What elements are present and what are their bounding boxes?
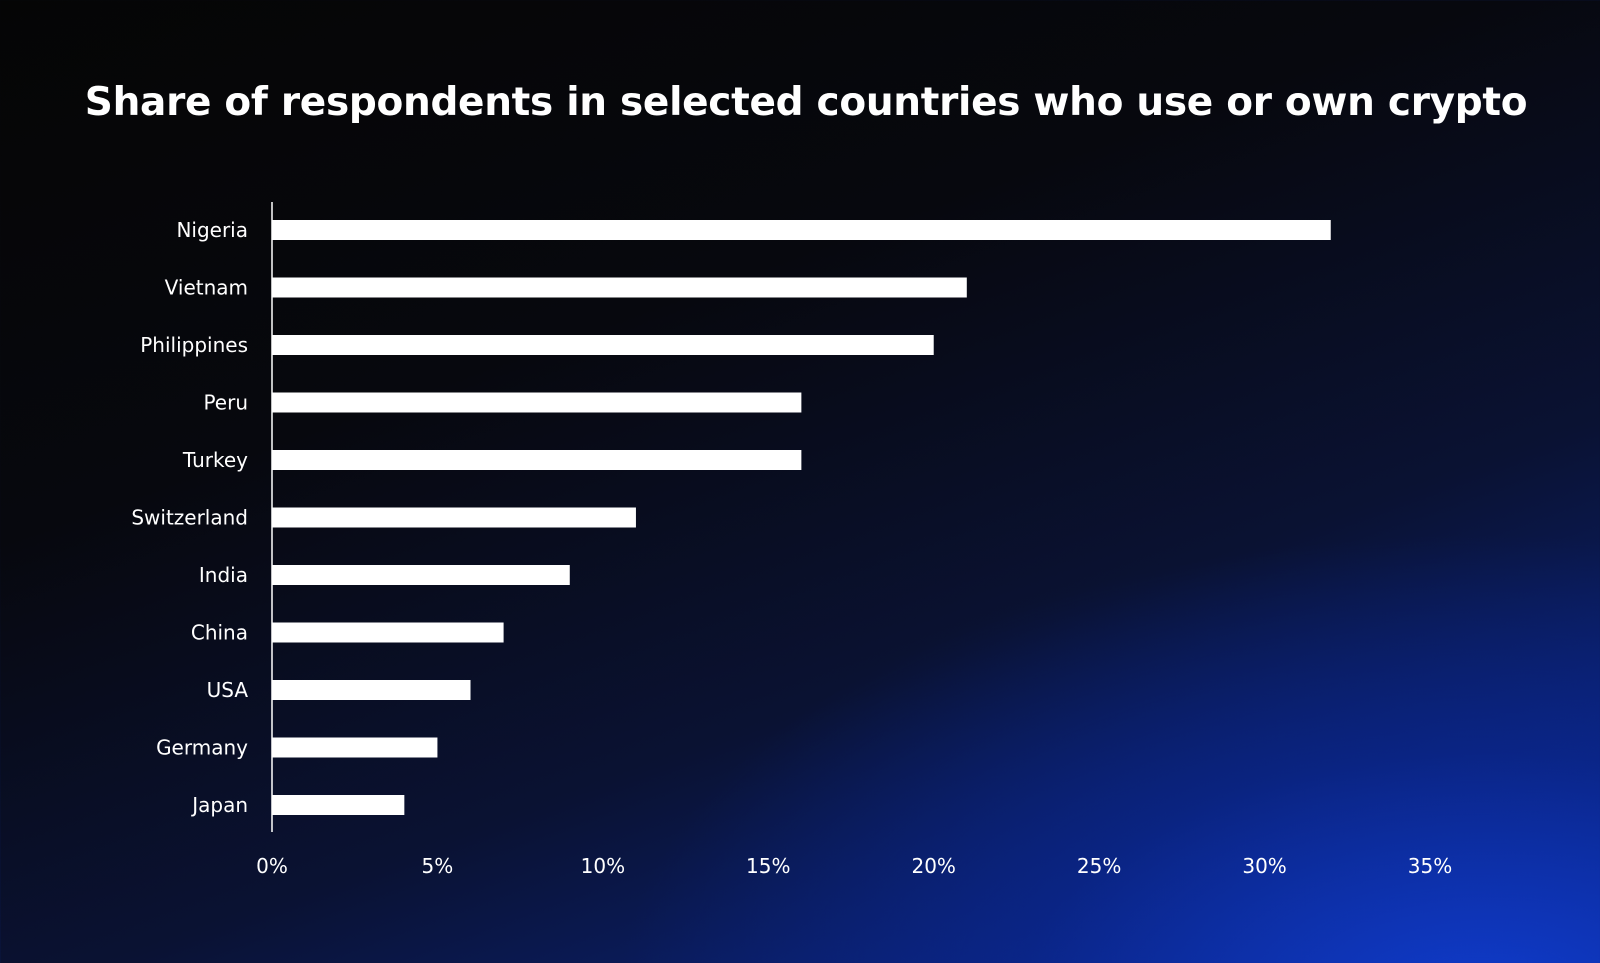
bar-peru [272, 392, 802, 413]
x-axis-ticks: 0% 5% 10% 15% 20% 25% 30% 35% [256, 854, 1452, 878]
bars-layer [272, 220, 1331, 815]
bar-switzerland [272, 507, 636, 528]
category-label-peru: Peru [203, 391, 248, 415]
bar-japan [272, 795, 405, 815]
category-labels: Nigeria Vietnam Philippines Peru Turkey Switz… [131, 218, 248, 817]
category-label-japan: Japan [190, 793, 248, 817]
bar-philippines [272, 335, 934, 355]
x-tick-label: 30% [1242, 854, 1286, 878]
bar-vietnam [272, 277, 967, 298]
x-tick-label: 10% [581, 854, 625, 878]
x-tick-label: 15% [746, 854, 790, 878]
bar-germany [272, 737, 438, 758]
category-label-germany: Germany [156, 736, 248, 760]
bar-china [272, 622, 504, 643]
category-label-philippines: Philippines [140, 333, 248, 357]
x-tick-label: 25% [1077, 854, 1121, 878]
category-label-nigeria: Nigeria [176, 218, 248, 242]
x-tick-label: 20% [911, 854, 955, 878]
bar-turkey [272, 450, 802, 470]
bar-usa [272, 680, 471, 700]
category-label-china: China [191, 621, 248, 645]
x-tick-label: 0% [256, 854, 288, 878]
category-label-india: India [199, 563, 248, 587]
chart-title: Share of respondents in selected countri… [84, 80, 1528, 125]
category-label-usa: USA [207, 678, 249, 702]
category-label-turkey: Turkey [182, 448, 248, 472]
category-label-switzerland: Switzerland [131, 506, 248, 530]
bar-india [272, 565, 570, 585]
bar-nigeria [272, 220, 1331, 240]
category-label-vietnam: Vietnam [165, 276, 248, 300]
x-tick-label: 5% [422, 854, 454, 878]
x-tick-label: 35% [1408, 854, 1452, 878]
